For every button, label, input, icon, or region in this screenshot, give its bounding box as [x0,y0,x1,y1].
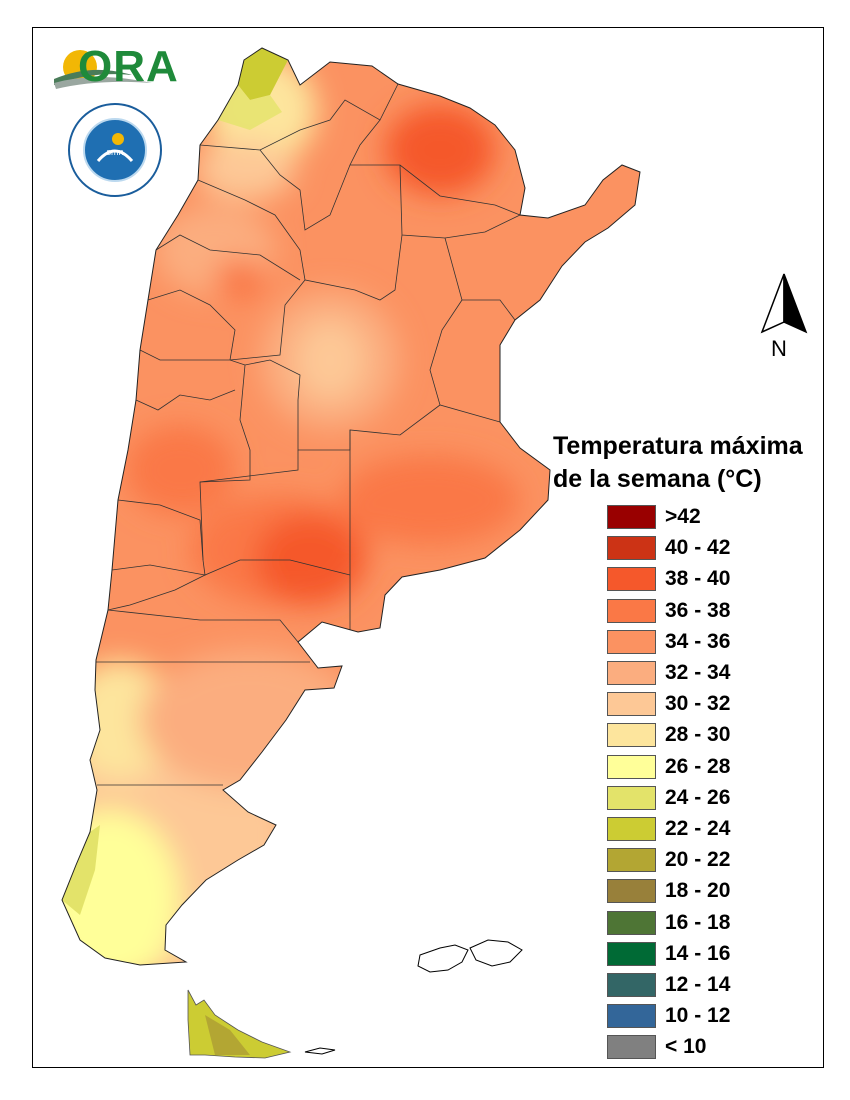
map-frame [32,27,824,1068]
legend-swatch [607,598,656,623]
legend-item: 40 - 42 [607,536,827,562]
legend-label: 30 - 32 [665,692,731,716]
isla-de-los-estados [304,1047,336,1055]
legend-label: 14 - 16 [665,941,731,965]
smn-seal-logo: smn [68,103,162,197]
legend-label: 28 - 30 [665,723,731,747]
legend-item: < 10 [607,1035,827,1061]
legend-swatch [607,536,656,561]
malvinas-islands [417,939,523,973]
legend-item: 28 - 30 [607,723,827,749]
legend-label: 38 - 40 [665,567,731,591]
legend-item: 18 - 20 [607,879,827,905]
legend-item: 10 - 12 [607,1004,827,1030]
legend-label: 40 - 42 [665,536,731,560]
legend-label: 18 - 20 [665,879,731,903]
legend-swatch [607,973,656,997]
legend-swatch [607,817,656,841]
legend-label: 32 - 34 [665,661,731,684]
legend-item: 32 - 34 [607,661,827,687]
legend-title-line2: de la semana (°C) [553,465,762,493]
legend-item: 22 - 24 [607,817,827,843]
legend-swatch [607,505,656,529]
legend-label: 10 - 12 [665,1004,731,1028]
legend-label: 20 - 22 [665,848,731,872]
legend-item: 26 - 28 [607,754,827,781]
legend-swatch [607,910,656,935]
svg-text:smn: smn [106,147,123,157]
legend-item: 34 - 36 [607,629,827,656]
province-boundaries [96,83,521,786]
temperature-field [62,48,640,1059]
legend-swatch [607,879,656,904]
north-label: N [771,336,787,361]
legend-swatch [607,848,656,873]
legend-swatch [607,1035,656,1060]
legend-item: 20 - 22 [607,848,827,874]
legend-item: 38 - 40 [607,567,827,593]
legend-item: 16 - 18 [607,910,827,937]
legend-item: 24 - 26 [607,785,827,812]
legend-swatch [607,567,656,592]
legend-title: Temperatura máxima de la semana (°C) [553,430,833,496]
legend-item: 36 - 38 [607,598,827,625]
legend-label: < 10 [665,1035,707,1059]
legend-swatch [607,723,656,748]
legend-swatch [607,661,656,685]
legend-label: 22 - 24 [665,817,731,840]
legend-swatch [607,1004,656,1029]
legend-item: >42 [607,505,827,531]
legend-label: 24 - 26 [665,785,731,809]
legend-label: >42 [665,505,701,528]
legend-swatch [607,785,656,810]
legend-label: 16 - 18 [665,910,731,934]
legend-title-line1: Temperatura máxima [553,432,803,460]
north-arrow-icon [760,273,808,334]
argentina-outline [61,47,641,966]
ora-logo [54,50,152,89]
legend-label: 34 - 36 [665,629,731,653]
legend-swatch [607,941,656,966]
legend-swatch [607,629,656,654]
ora-logo-text: ORA [78,42,179,91]
legend-swatch [607,692,656,717]
legend-swatch [607,754,656,779]
legend-label: 36 - 38 [665,598,731,622]
legend-item: 12 - 14 [607,973,827,999]
legend-item: 14 - 16 [607,941,827,968]
legend-label: 26 - 28 [665,754,731,778]
legend-item: 30 - 32 [607,692,827,718]
legend-label: 12 - 14 [665,973,731,996]
